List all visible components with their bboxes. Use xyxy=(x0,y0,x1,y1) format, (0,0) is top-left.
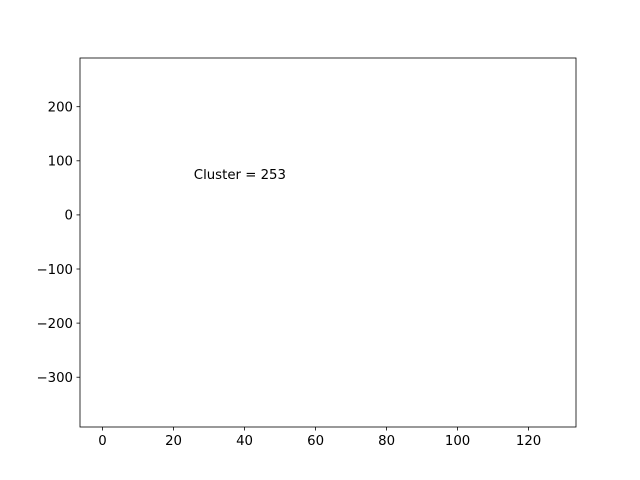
y-axis: 200 100 0 −100 −200 −300 xyxy=(36,100,80,386)
y-tick-label: −100 xyxy=(36,263,73,278)
y-tick-label: 100 xyxy=(48,155,73,170)
y-tick-label: 0 xyxy=(65,209,73,224)
x-tick-label: 120 xyxy=(516,434,541,449)
annotation-label: Cluster = 253 xyxy=(194,168,286,183)
x-axis: 0 20 40 60 80 100 120 xyxy=(98,427,541,449)
x-tick-label: 20 xyxy=(165,434,182,449)
x-tick-label: 80 xyxy=(378,434,395,449)
y-tick-label: 200 xyxy=(48,100,73,115)
annotations: Cluster = 253 xyxy=(194,168,286,183)
plot-area xyxy=(79,57,577,428)
x-tick-label: 40 xyxy=(236,434,253,449)
y-tick-label: −300 xyxy=(36,371,73,386)
y-tick-label: −200 xyxy=(36,317,73,332)
x-tick-label: 0 xyxy=(98,434,106,449)
x-tick-label: 100 xyxy=(445,434,470,449)
x-tick-label: 60 xyxy=(307,434,324,449)
